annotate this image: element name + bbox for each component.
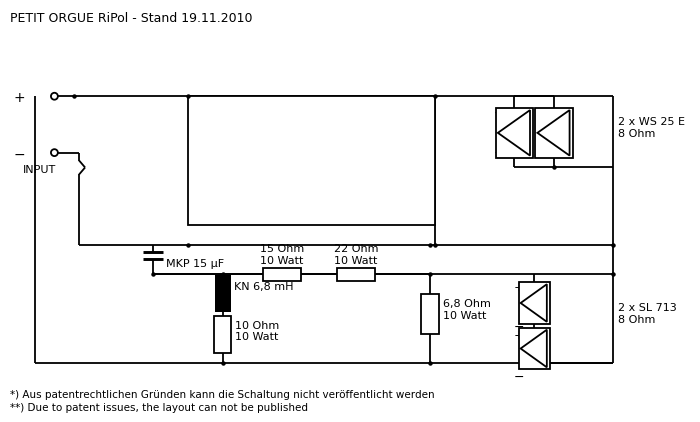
Bar [188,96,435,225]
Bar [214,316,232,354]
Text: PETIT ORGUE RiPol - Stand 19.11.2010: PETIT ORGUE RiPol - Stand 19.11.2010 [10,12,253,25]
Bar [215,274,230,312]
Text: +: + [514,281,524,294]
Text: RiPol - Korrekturfilter  *): RiPol - Korrekturfilter *) [203,143,344,156]
Text: −: − [13,148,24,162]
Bar [496,108,533,157]
Bar [421,294,439,334]
Text: +: + [494,146,505,159]
Text: *) Aus patentrechtlichen Gründen kann die Schaltung nicht veröffentlicht werden: *) Aus patentrechtlichen Gründen kann di… [10,390,435,400]
Text: RiPol - corrective network  **): RiPol - corrective network **) [203,165,378,179]
Bar [536,108,573,157]
Text: 15 Ohm
10 Watt: 15 Ohm 10 Watt [260,244,304,266]
Bar [519,282,550,324]
Text: INPUT: INPUT [23,165,56,175]
Text: −: − [533,107,544,120]
Text: −: − [514,371,524,384]
Text: **) Due to patent issues, the layout can not be published: **) Due to patent issues, the layout can… [10,403,308,413]
Text: +: + [533,146,544,159]
Text: −: − [514,321,524,334]
Text: +: + [13,91,24,106]
Bar [337,268,375,281]
Text: KN 6,8 mH: KN 6,8 mH [234,282,294,292]
Text: MKP 15 µF: MKP 15 µF [166,260,224,270]
Text: 10 Ohm
10 Watt: 10 Ohm 10 Watt [235,321,280,342]
Text: +: + [514,329,524,342]
Text: −: − [494,107,505,120]
Bar [263,268,301,281]
Text: 22 Ohm
10 Watt: 22 Ohm 10 Watt [334,244,379,266]
Text: 2 x SL 713
8 Ohm: 2 x SL 713 8 Ohm [618,303,677,325]
Bar [519,328,550,369]
Text: 2 x WS 25 E
8 Ohm: 2 x WS 25 E 8 Ohm [618,117,685,139]
Text: 6,8 Ohm
10 Watt: 6,8 Ohm 10 Watt [443,299,491,321]
